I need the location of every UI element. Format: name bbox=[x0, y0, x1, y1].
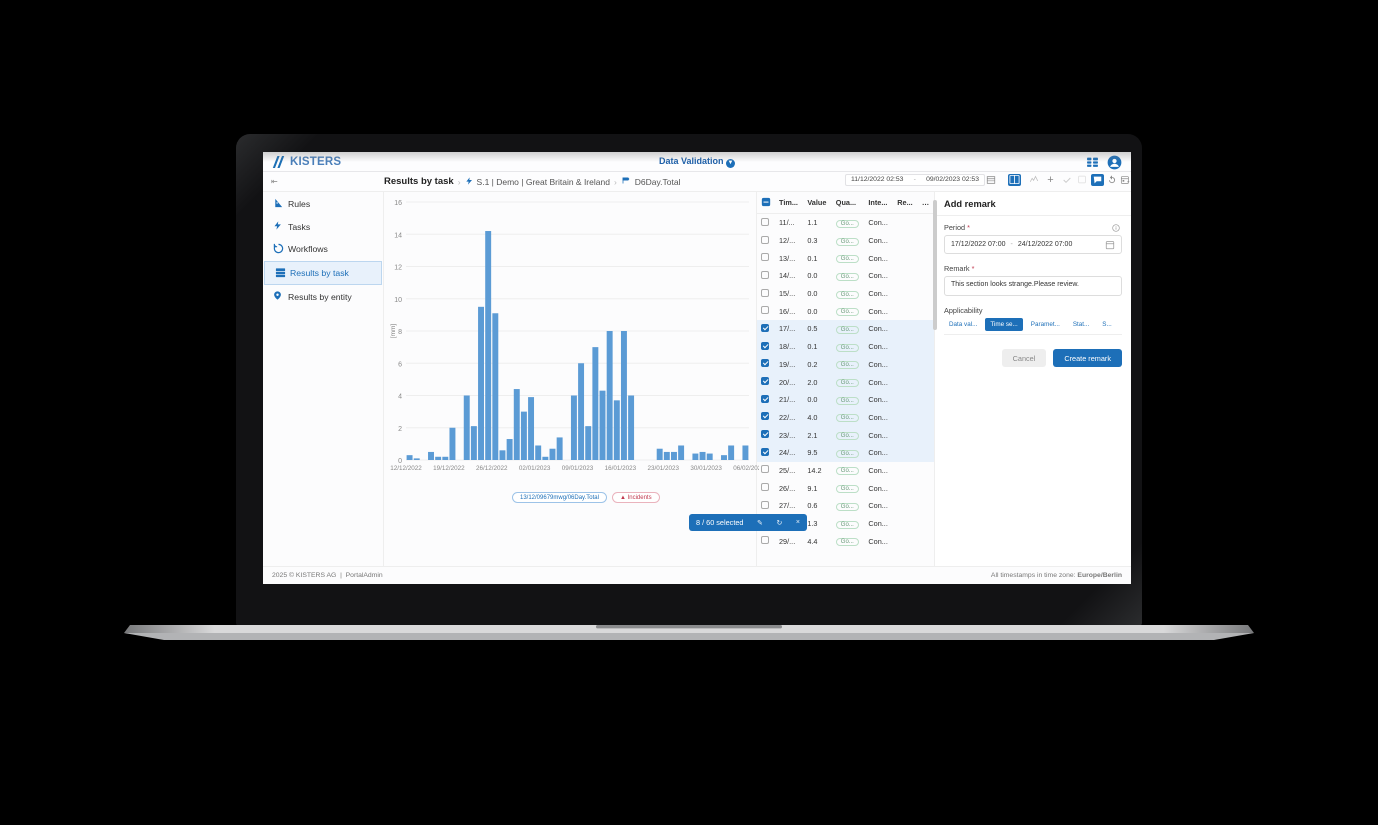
svg-text:30/01/2023: 30/01/2023 bbox=[690, 465, 722, 472]
svg-text:06/02/2023: 06/02/2023 bbox=[733, 465, 759, 472]
svg-text:14: 14 bbox=[394, 232, 402, 239]
svg-text:2: 2 bbox=[398, 426, 402, 433]
svg-text:12/12/2022: 12/12/2022 bbox=[390, 465, 422, 472]
svg-text:09/01/2023: 09/01/2023 bbox=[562, 465, 594, 472]
svg-text:10: 10 bbox=[394, 297, 402, 304]
svg-text:16: 16 bbox=[394, 200, 402, 207]
svg-text:4: 4 bbox=[398, 394, 402, 401]
svg-text:8: 8 bbox=[398, 329, 402, 336]
svg-text:12: 12 bbox=[394, 265, 402, 272]
svg-text:23/01/2023: 23/01/2023 bbox=[647, 465, 679, 472]
svg-text:[mm]: [mm] bbox=[390, 324, 397, 339]
svg-text:6: 6 bbox=[398, 361, 402, 368]
svg-text:26/12/2022: 26/12/2022 bbox=[476, 465, 508, 472]
svg-text:02/01/2023: 02/01/2023 bbox=[519, 465, 551, 472]
svg-text:16/01/2023: 16/01/2023 bbox=[605, 465, 637, 472]
svg-text:0: 0 bbox=[398, 458, 402, 465]
svg-text:19/12/2022: 19/12/2022 bbox=[433, 465, 465, 472]
